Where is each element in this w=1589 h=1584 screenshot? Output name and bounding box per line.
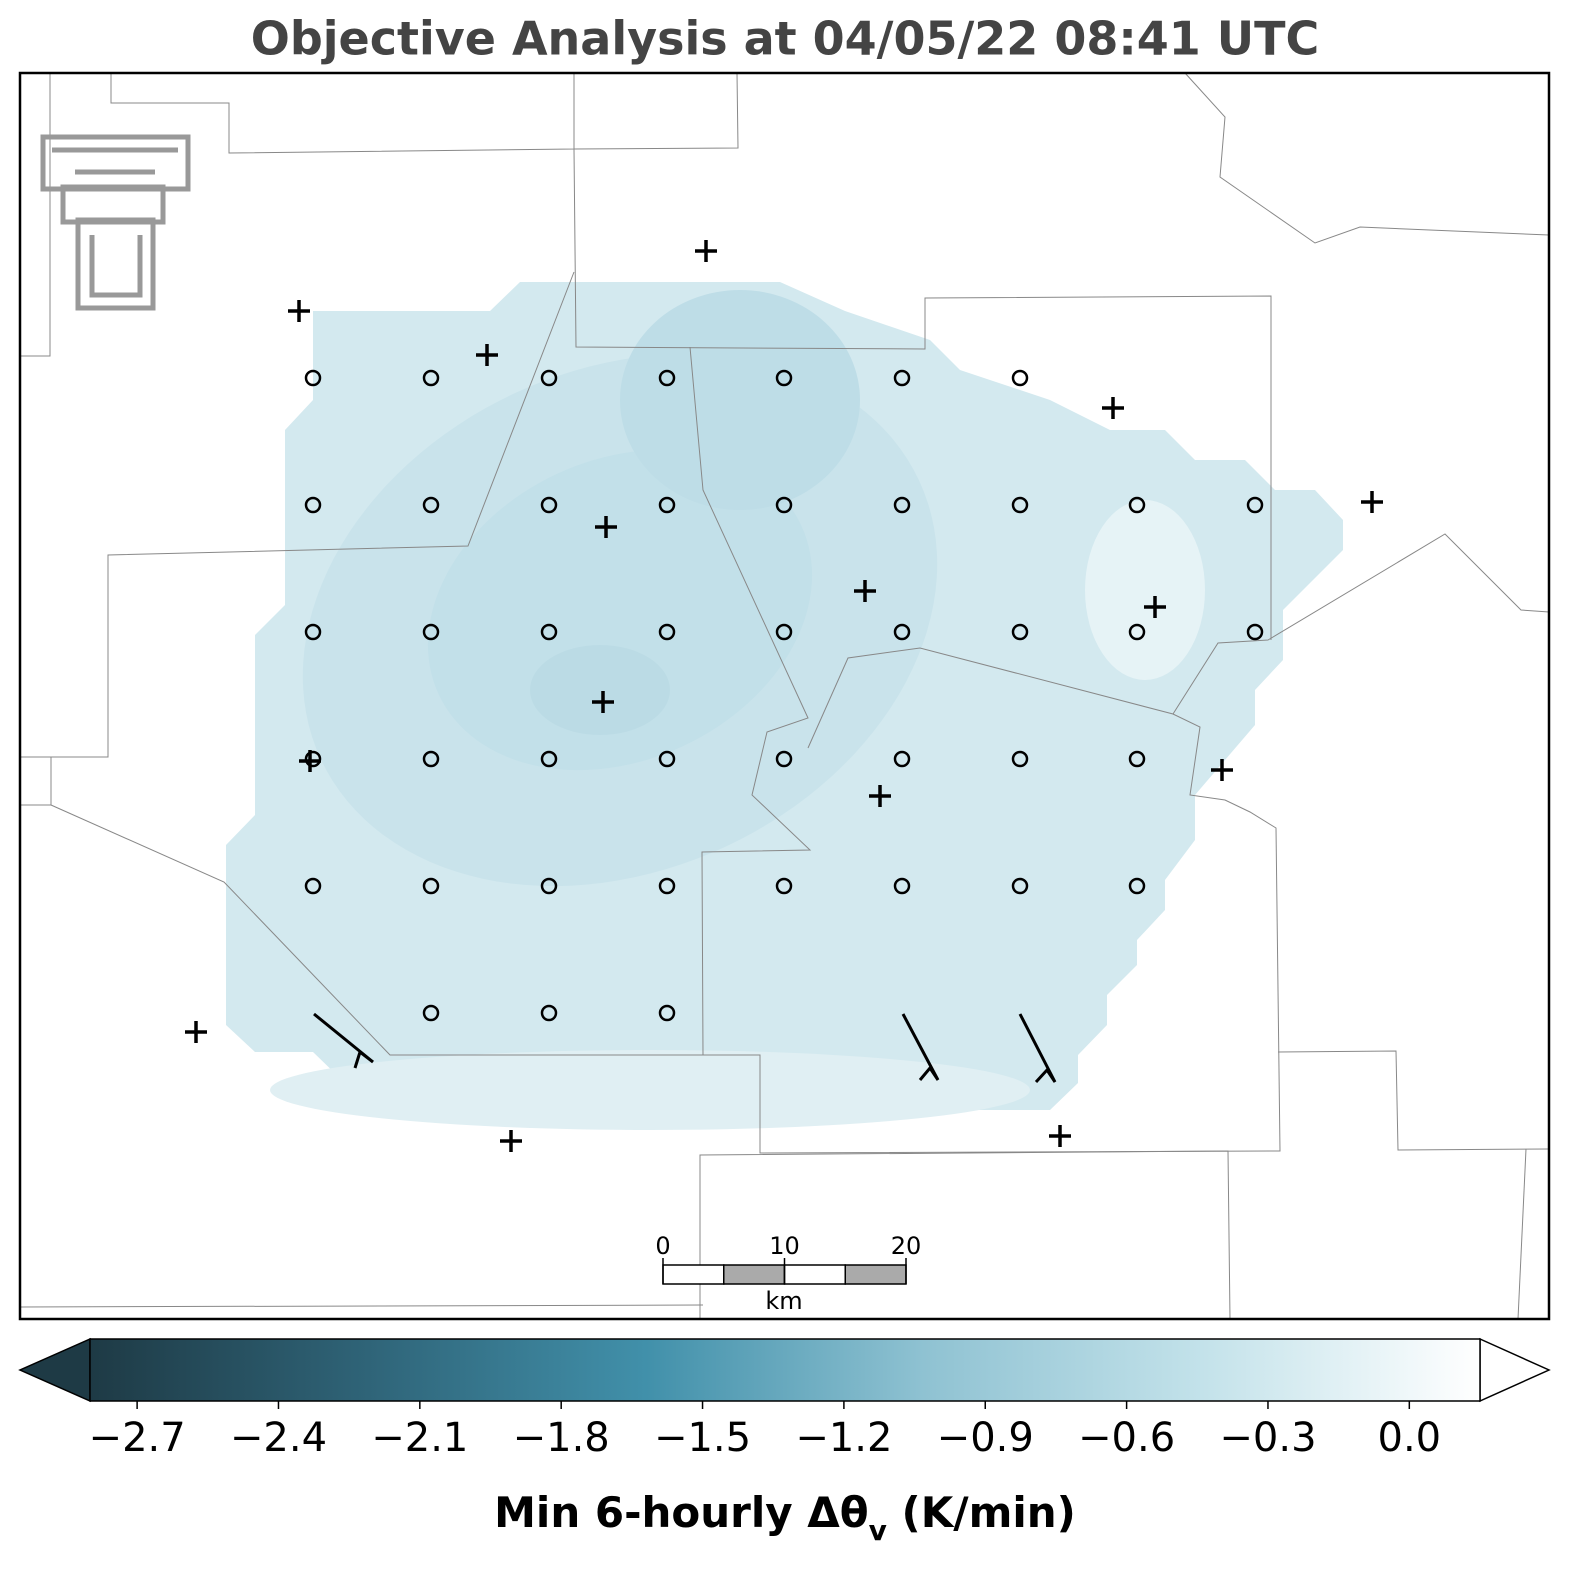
title: Objective Analysis at 04/05/22 08:41 UTC <box>251 12 1320 66</box>
station-circle <box>1011 496 1029 514</box>
station-circle <box>540 623 558 641</box>
colorbar-tick-label: −0.3 <box>1219 1415 1316 1461</box>
scale-segment <box>662 1264 725 1285</box>
station-circle <box>1011 750 1029 768</box>
scale-unit: km <box>765 1287 802 1315</box>
station-circle <box>304 750 322 768</box>
station-circle <box>1011 623 1029 641</box>
colorbar-tick-label: −2.4 <box>230 1415 327 1461</box>
label-sub: v <box>869 1514 887 1547</box>
station-plus <box>476 344 498 366</box>
station-circle <box>540 496 558 514</box>
label-main: Min 6-hourly Δθ <box>494 1488 869 1537</box>
station-plus <box>1049 1125 1071 1147</box>
colorbar-tick-label: −2.7 <box>89 1415 186 1461</box>
station-circle <box>893 750 911 768</box>
station-circle <box>304 496 322 514</box>
station-circle <box>775 623 793 641</box>
station-circle <box>658 369 676 387</box>
station-plus <box>695 240 717 262</box>
contour <box>1085 500 1205 680</box>
station-plus <box>185 1021 207 1043</box>
contour <box>530 645 670 735</box>
station-circle <box>540 1004 558 1022</box>
contour <box>270 1050 1030 1130</box>
station-circle <box>893 623 911 641</box>
station-circle <box>304 369 322 387</box>
station-circle <box>775 877 793 895</box>
county-lines <box>19 72 1550 1320</box>
station-circle <box>304 877 322 895</box>
logo <box>40 134 191 311</box>
station-circle <box>422 750 440 768</box>
station-circle <box>658 496 676 514</box>
colorbar-tick-label: −1.2 <box>795 1415 892 1461</box>
scale-tick-label: 20 <box>891 1232 922 1260</box>
scale-tick-label: 10 <box>769 1232 800 1260</box>
station-plus <box>288 300 310 322</box>
station-circle <box>893 496 911 514</box>
scale-segment <box>844 1264 907 1285</box>
label-end: (K/min) <box>887 1488 1076 1537</box>
station-circle <box>658 750 676 768</box>
station-circle <box>422 877 440 895</box>
colorbar-tick-label: 0.0 <box>1378 1415 1442 1461</box>
station-plus <box>595 516 617 538</box>
station-circle <box>1128 496 1146 514</box>
station-plus <box>1361 491 1383 513</box>
station-plus <box>299 750 321 772</box>
station-circle <box>1011 877 1029 895</box>
station-circle <box>422 496 440 514</box>
stations <box>185 240 1383 1152</box>
colorbar-extend-high <box>1479 1337 1551 1403</box>
colorbar-tick-label: −0.9 <box>937 1415 1034 1461</box>
station-circle <box>1246 496 1264 514</box>
station-circle <box>658 623 676 641</box>
colorbar-tick-label: −1.5 <box>654 1415 751 1461</box>
colorbar-label: Min 6-hourly Δθv (K/min) <box>494 1488 1076 1547</box>
scale-segment <box>723 1264 786 1285</box>
station-circle <box>540 877 558 895</box>
map: km 0 10 20 <box>18 71 1551 1321</box>
station-circle <box>304 623 322 641</box>
colorbar-extend-low <box>18 1337 91 1403</box>
scale-tick-label: 0 <box>655 1232 670 1260</box>
station-plus <box>500 1130 522 1152</box>
scale-bar: km 0 10 20 <box>655 1232 921 1315</box>
map-frame <box>18 71 1551 1321</box>
station-circle <box>775 369 793 387</box>
station-circle <box>893 877 911 895</box>
station-circle <box>540 750 558 768</box>
station-circle <box>422 369 440 387</box>
station-circle <box>775 496 793 514</box>
colorbar-tick-label: −1.8 <box>513 1415 610 1461</box>
station-circle <box>658 1004 676 1022</box>
station-plus <box>592 691 614 713</box>
station-circle <box>775 750 793 768</box>
colorbar-tick-label: −2.1 <box>371 1415 468 1461</box>
station-plus <box>1102 397 1124 419</box>
station-circle <box>1011 369 1029 387</box>
station-plus <box>1144 596 1166 618</box>
colorbar-tick-label: −0.6 <box>1078 1415 1175 1461</box>
station-circle <box>658 877 676 895</box>
contour <box>620 290 860 510</box>
colorbar: Min 6-hourly Δθv (K/min) −2.7 −2.4 −2.1 −1.… <box>18 1337 1551 1547</box>
scale-segment <box>783 1264 846 1285</box>
station-circle <box>422 1004 440 1022</box>
wind-barbs <box>313 1012 1057 1084</box>
station-plus <box>854 580 876 602</box>
station-circle <box>893 369 911 387</box>
station-circle <box>540 369 558 387</box>
contour <box>427 449 813 771</box>
station-plus <box>869 785 891 807</box>
station-circle <box>1128 877 1146 895</box>
station-circle <box>1128 623 1146 641</box>
station-plus <box>1211 759 1233 781</box>
station-circle <box>1128 750 1146 768</box>
station-circle <box>1246 623 1264 641</box>
colorbar-body <box>89 1338 1481 1402</box>
station-circle <box>422 623 440 641</box>
